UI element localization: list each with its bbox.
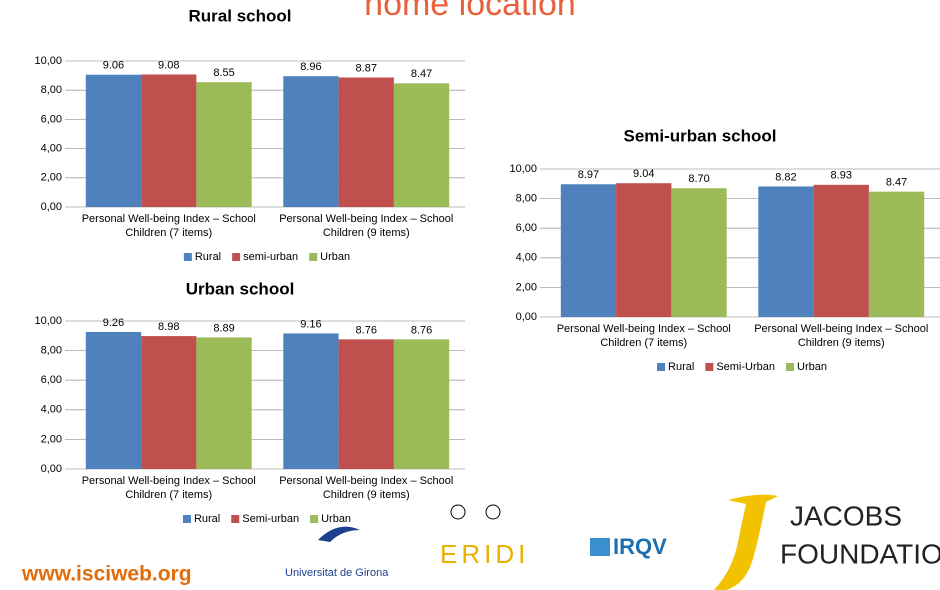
legend-label: Rural [668,361,694,373]
legend-swatch [182,515,191,523]
logo-irqv: IRQV [613,534,667,559]
bar [393,83,450,207]
value-label: 8.82 [775,171,796,183]
legend-label: Urban [797,361,827,373]
chart-title: Semi-urban school [623,126,776,145]
y-tick-label: 10,00 [34,55,62,67]
bar [283,333,339,469]
logo-shape [485,504,501,520]
x-tick-label: Personal Well-being Index – School Child… [754,323,929,349]
legend-label: Semi-Urban [716,361,775,373]
logo-jacobs: JACOBS [790,500,902,531]
legend-label: Urban [320,251,350,263]
y-tick-label: 8,00 [41,345,62,357]
legend-swatch [657,363,666,371]
bar [338,77,394,207]
bar [196,337,252,469]
y-tick-label: 4,00 [516,252,537,264]
logo-eridi: ERIDI [440,539,529,569]
value-label: 8.89 [213,322,234,334]
y-tick-label: 4,00 [41,143,62,155]
y-tick-label: 0,00 [41,463,62,475]
bar [338,339,394,469]
value-label: 9.04 [633,168,654,180]
bar [616,183,672,317]
bar [141,336,197,469]
bar [393,339,450,469]
legend-swatch [786,363,795,371]
slide-title: home location [364,0,576,23]
y-tick-label: 2,00 [41,433,62,445]
y-tick-label: 0,00 [41,201,62,213]
x-tick-label: Personal Well-being Index – School Child… [81,213,256,239]
legend-swatch [232,253,241,261]
bar [196,82,252,207]
bar [671,188,727,317]
value-label: 8.93 [831,170,852,182]
bar [813,184,869,317]
y-tick-label: 6,00 [41,374,62,386]
value-label: 8.76 [356,324,377,336]
value-label: 8.87 [356,62,377,74]
logo-shape [318,526,360,542]
value-label: 8.98 [158,321,179,333]
value-label: 8.70 [688,173,709,185]
y-tick-label: 4,00 [41,404,62,416]
x-tick-label: Personal Well-being Index – School Child… [279,475,454,501]
legend-swatch [183,253,192,261]
chart-title: Urban school [186,279,295,298]
logo-foundation: FOUNDATION [780,538,940,569]
bar [85,74,142,207]
value-label: 9.16 [300,318,321,330]
bar [85,331,142,469]
legend-label: Urban [321,513,351,525]
bar [560,184,617,317]
value-label: 8.97 [578,169,599,181]
y-tick-label: 0,00 [516,311,537,323]
logo-shape [713,494,778,590]
legend-swatch [310,515,319,523]
value-label: 8.76 [411,324,432,336]
logo-shape [590,538,610,556]
y-tick-label: 6,00 [41,113,62,125]
bar [868,191,925,317]
bar [141,74,197,207]
value-label: 8.96 [300,61,321,73]
legend-label: Rural [195,251,221,263]
logo-shape [450,504,466,520]
x-tick-label: Personal Well-being Index – School Child… [556,323,731,349]
y-tick-label: 10,00 [509,163,537,175]
value-label: 8.55 [213,67,234,79]
bar [758,186,814,317]
value-label: 9.08 [158,59,179,71]
value-label: 9.26 [103,317,124,329]
x-tick-label: Personal Well-being Index – School Child… [81,475,256,501]
x-tick-label: Personal Well-being Index – School Child… [279,213,454,239]
legend-swatch [309,253,318,261]
logo-udg: Universitat de Girona [285,567,389,579]
chart-title: Rural school [189,6,292,25]
y-tick-label: 6,00 [516,222,537,234]
value-label: 8.47 [411,68,432,80]
y-tick-label: 10,00 [34,315,62,327]
y-tick-label: 8,00 [41,84,62,96]
url: www.isciweb.org [21,563,192,586]
legend-label: Rural [194,513,220,525]
y-tick-label: 8,00 [516,193,537,205]
y-tick-label: 2,00 [516,281,537,293]
legend-swatch [231,515,240,523]
legend-swatch [705,363,714,371]
value-label: 8.47 [886,177,907,189]
legend-label: semi-urban [243,251,298,263]
bar [283,76,339,208]
legend-label: Semi-urban [242,513,299,525]
y-tick-label: 2,00 [41,172,62,184]
value-label: 9.06 [103,60,124,72]
